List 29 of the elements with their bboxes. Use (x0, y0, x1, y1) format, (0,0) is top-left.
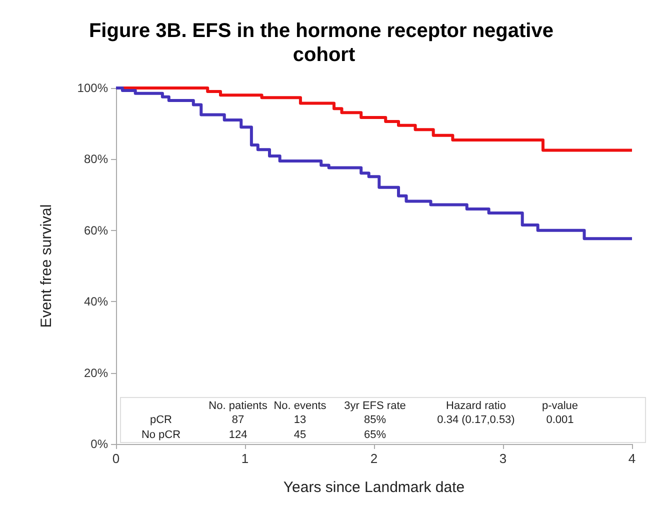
annotation: 0.34 (0.17,0.53) (437, 414, 515, 426)
annotation: 65% (364, 429, 386, 441)
x-tick-label: 3 (499, 451, 507, 466)
x-tick-label: 2 (370, 451, 378, 466)
y-axis-title: Event free survival (38, 204, 55, 328)
annotation: Hazard ratio (446, 400, 506, 412)
annotation: 87 (232, 414, 244, 426)
y-tick-label: 40% (84, 294, 108, 309)
y-tick-label: 60% (84, 223, 108, 238)
annotation: p-value (542, 400, 578, 412)
annotation: 0.001 (546, 414, 574, 426)
annotation: 124 (228, 429, 248, 441)
annotation: 85% (364, 414, 386, 426)
annotation: No. events (274, 400, 327, 412)
annotation: No pCR (141, 429, 181, 441)
y-tick-label: 0% (90, 437, 108, 451)
x-tick-label: 4 (628, 451, 636, 466)
x-axis-title: Years since Landmark date (283, 479, 465, 496)
annotation: 13 (294, 414, 306, 426)
x-tick-label: 1 (241, 451, 249, 466)
y-tick-label: 20% (84, 366, 108, 380)
annotation: 3yr EFS rate (344, 400, 406, 412)
y-tick-label: 100% (77, 81, 108, 95)
chart-title: Figure 3B. EFS in the hormone receptor negative cohort (88, 20, 560, 66)
x-tick-label: 0 (112, 451, 120, 466)
annotation: pCR (150, 414, 172, 426)
y-tick-label: 80% (84, 152, 108, 166)
annotation: No. patients (208, 400, 268, 412)
annotation: 45 (294, 429, 306, 441)
